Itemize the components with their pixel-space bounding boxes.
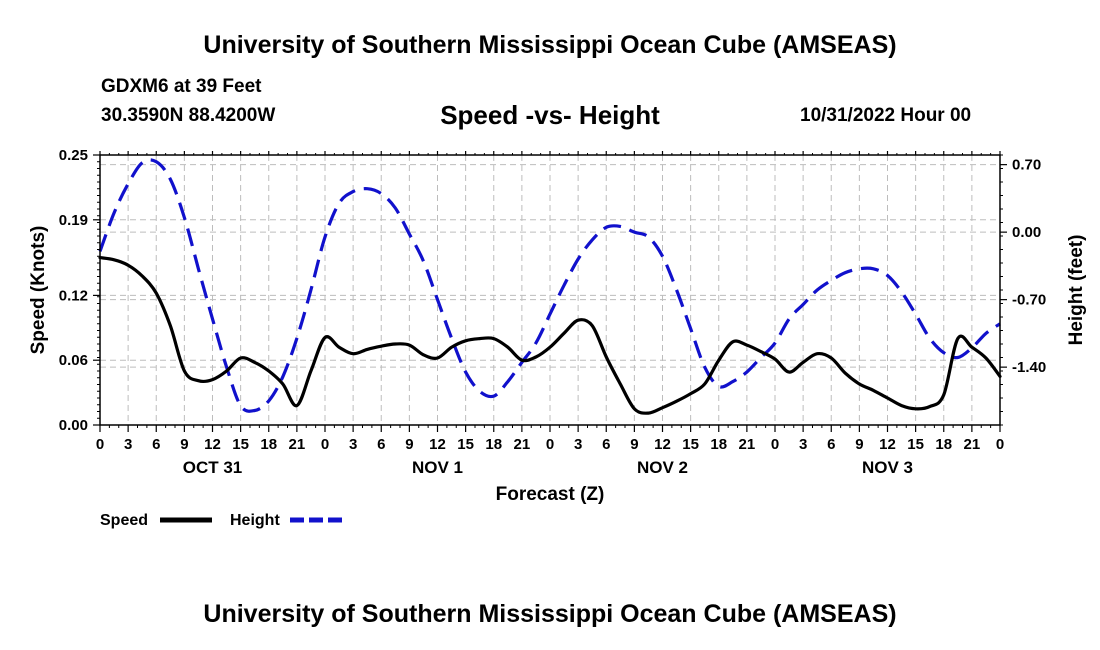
- speed-height-chart: 0 3 6 9 12 15 18 21 0 3 6 9 12 15 18 21 0 3 6 9 12 15 18 21 0 3 6 9…: [28, 147, 1087, 529]
- chart-title: Speed -vs- Height: [440, 100, 660, 130]
- day-label: NOV 2: [637, 458, 688, 477]
- x-tick-label: 18: [710, 436, 727, 453]
- x-axis-label: Forecast (Z): [496, 484, 605, 505]
- x-tick-label: 3: [349, 436, 357, 453]
- coordinates-label: 30.3590N 88.4200W: [101, 105, 276, 126]
- x-tick-label: 15: [457, 436, 474, 453]
- y-tick-label: 0.25: [59, 147, 88, 164]
- series-layer: [98, 158, 1002, 415]
- x-tick-label: 12: [429, 436, 446, 453]
- legend-speed-label: Speed: [100, 512, 148, 529]
- y-tick-label: 0.12: [59, 287, 88, 304]
- y2-tick-label: 0.70: [1012, 157, 1041, 174]
- height-series-line: [98, 158, 1001, 413]
- x-tick-label: 9: [180, 436, 188, 453]
- x-tick-label: 3: [124, 436, 132, 453]
- x-tick-label: 9: [405, 436, 413, 453]
- station-label: GDXM6 at 39 Feet: [101, 76, 262, 97]
- x-tick-label: 0: [996, 436, 1004, 453]
- y2-tick-label: -1.40: [1012, 359, 1046, 376]
- y2-tick-label: -0.70: [1012, 292, 1046, 309]
- x-tick-label: 15: [682, 436, 699, 453]
- ticks: [93, 151, 1007, 432]
- x-tick-label: 6: [602, 436, 610, 453]
- x-tick-label: 0: [96, 436, 104, 453]
- x-tick-label: 18: [260, 436, 277, 453]
- y2-tick-label: 0.00: [1012, 224, 1041, 241]
- day-label: NOV 3: [862, 458, 913, 477]
- legend-height-label: Height: [230, 512, 280, 529]
- tick-labels: 0 3 6 9 12 15 18 21 0 3 6 9 12 15 18 21 0 3 6 9 12 15 18 21 0 3 6 9…: [59, 147, 1046, 477]
- x-tick-label: 6: [377, 436, 385, 453]
- timestamp-label: 10/31/2022 Hour 00: [800, 105, 972, 126]
- x-tick-label: 15: [907, 436, 924, 453]
- x-tick-label: 3: [574, 436, 582, 453]
- page-title: University of Southern Mississippi Ocean…: [203, 31, 897, 59]
- x-tick-label: 12: [654, 436, 671, 453]
- y-tick-label: 0.19: [59, 212, 88, 229]
- x-tick-label: 21: [964, 436, 981, 453]
- x-tick-label: 0: [771, 436, 779, 453]
- x-tick-label: 12: [204, 436, 221, 453]
- y-tick-label: 0.06: [59, 352, 88, 369]
- day-label: NOV 1: [412, 458, 463, 477]
- x-tick-label: 0: [321, 436, 329, 453]
- x-tick-label: 21: [514, 436, 531, 453]
- x-tick-label: 21: [289, 436, 306, 453]
- x-tick-label: 0: [546, 436, 554, 453]
- x-tick-label: 9: [855, 436, 863, 453]
- y-tick-label: 0.00: [59, 417, 88, 434]
- x-tick-label: 6: [152, 436, 160, 453]
- speed-series-line: [98, 256, 1002, 415]
- x-tick-label: 6: [827, 436, 835, 453]
- grid: [100, 155, 1000, 425]
- footer-title: University of Southern Mississippi Ocean…: [203, 600, 897, 628]
- day-label: OCT 31: [183, 458, 243, 477]
- x-tick-label: 9: [630, 436, 638, 453]
- x-tick-label: 21: [739, 436, 756, 453]
- x-tick-label: 18: [935, 436, 952, 453]
- x-tick-label: 3: [799, 436, 807, 453]
- x-tick-label: 15: [232, 436, 249, 453]
- x-tick-label: 18: [485, 436, 502, 453]
- y-axis-label: Speed (Knots): [28, 226, 49, 355]
- y2-axis-label: Height (feet): [1066, 235, 1087, 346]
- x-tick-label: 12: [879, 436, 896, 453]
